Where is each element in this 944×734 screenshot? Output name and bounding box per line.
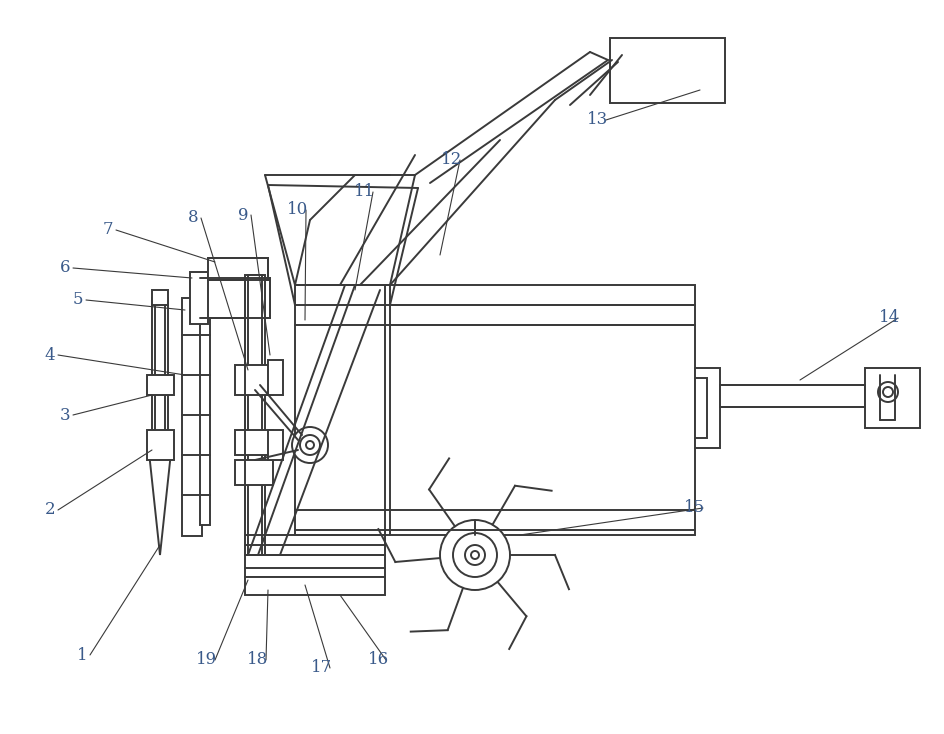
Text: 2: 2 (44, 501, 56, 518)
Bar (244, 577, 384, 595)
Bar (694, 368, 719, 448)
Bar (200, 278, 270, 318)
Bar (147, 430, 174, 460)
Bar (152, 290, 168, 305)
Bar (244, 555, 384, 577)
Text: 12: 12 (441, 151, 463, 169)
Circle shape (440, 520, 510, 590)
Circle shape (877, 382, 897, 402)
Text: 10: 10 (287, 202, 309, 219)
Text: 17: 17 (311, 660, 332, 677)
Bar (719, 385, 864, 407)
Text: 18: 18 (247, 652, 268, 669)
Circle shape (452, 533, 497, 577)
Text: 4: 4 (44, 346, 56, 363)
Bar (152, 298, 168, 443)
Bar (182, 298, 202, 536)
Text: 8: 8 (188, 209, 198, 227)
Text: 9: 9 (238, 206, 248, 223)
Text: 6: 6 (59, 260, 70, 277)
Bar (235, 460, 273, 485)
Text: 5: 5 (73, 291, 83, 308)
Bar (244, 275, 264, 555)
Bar (694, 378, 706, 438)
Text: 11: 11 (354, 184, 375, 200)
Circle shape (292, 427, 328, 463)
Bar (247, 275, 261, 555)
Circle shape (306, 441, 313, 449)
Bar (268, 430, 282, 460)
Polygon shape (148, 443, 172, 555)
Bar (208, 258, 268, 280)
Text: 13: 13 (587, 112, 608, 128)
Text: 16: 16 (367, 652, 388, 669)
Circle shape (464, 545, 484, 565)
Text: 15: 15 (683, 500, 705, 517)
Bar (235, 365, 273, 395)
Circle shape (299, 435, 320, 455)
Text: 14: 14 (879, 310, 900, 327)
Bar (268, 360, 282, 395)
Bar (295, 285, 694, 535)
Bar (200, 305, 210, 525)
Bar (155, 298, 165, 443)
Text: 1: 1 (76, 647, 87, 664)
Bar (147, 375, 174, 395)
Circle shape (470, 551, 479, 559)
Bar (610, 38, 724, 103)
Bar (864, 368, 919, 428)
Circle shape (882, 387, 892, 397)
Text: 19: 19 (196, 652, 217, 669)
Bar (235, 430, 273, 455)
Text: 7: 7 (103, 222, 113, 239)
Bar (190, 272, 208, 324)
Text: 3: 3 (59, 407, 70, 424)
